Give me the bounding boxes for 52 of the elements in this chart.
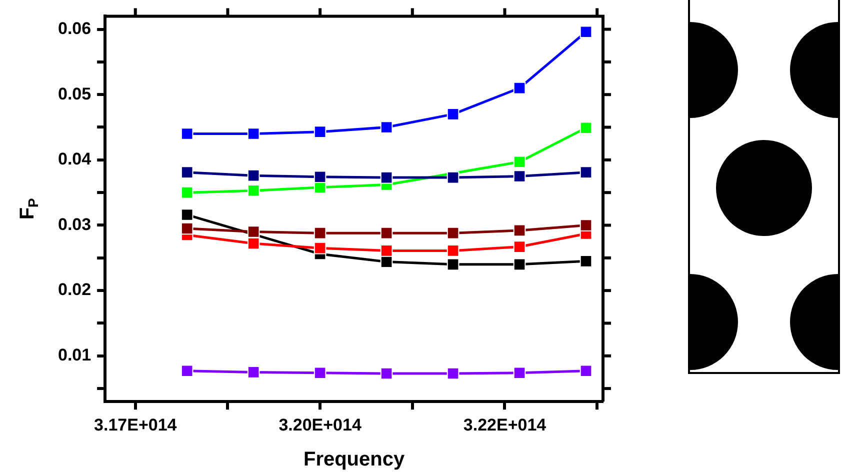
x-axis-title: Frequency bbox=[303, 448, 406, 471]
point bbox=[180, 222, 194, 235]
x-tick-label: 3.20E+014 bbox=[278, 415, 362, 434]
point bbox=[180, 364, 194, 378]
point bbox=[513, 156, 526, 168]
y-tick-label: 0.02 bbox=[58, 280, 92, 300]
point bbox=[580, 219, 592, 232]
point bbox=[314, 226, 326, 240]
point bbox=[180, 166, 194, 178]
point bbox=[314, 170, 326, 184]
x-tick-label: 3.22E+014 bbox=[463, 415, 547, 434]
point bbox=[446, 226, 460, 240]
y-tick-label: 0.06 bbox=[58, 18, 92, 38]
point bbox=[446, 244, 460, 257]
point bbox=[380, 244, 393, 257]
point bbox=[580, 255, 592, 268]
point bbox=[247, 128, 260, 140]
point bbox=[513, 170, 526, 182]
point bbox=[380, 171, 393, 184]
point bbox=[247, 226, 260, 238]
point bbox=[580, 166, 592, 178]
point bbox=[247, 169, 260, 182]
point bbox=[180, 128, 194, 140]
point bbox=[314, 242, 326, 254]
point bbox=[580, 364, 592, 378]
y-tick-label: 0.03 bbox=[58, 214, 92, 234]
point bbox=[314, 126, 326, 138]
point bbox=[380, 367, 393, 380]
point bbox=[513, 224, 526, 237]
point bbox=[247, 237, 260, 250]
point bbox=[580, 26, 592, 38]
point bbox=[446, 108, 460, 120]
point bbox=[180, 186, 194, 199]
y-tick-label: 0.04 bbox=[58, 150, 92, 169]
point bbox=[314, 366, 326, 380]
y-axis-title: FP bbox=[16, 198, 41, 220]
point bbox=[513, 82, 526, 94]
y-tick-label: 0.01 bbox=[58, 346, 92, 365]
y-tick-label: 0.05 bbox=[58, 84, 92, 104]
point bbox=[247, 184, 260, 197]
point bbox=[446, 367, 460, 380]
point bbox=[247, 366, 260, 378]
x-tick-label: 3.17E+014 bbox=[94, 415, 178, 434]
point bbox=[180, 208, 194, 221]
point bbox=[513, 240, 526, 253]
point bbox=[513, 258, 526, 271]
point bbox=[446, 171, 460, 184]
point bbox=[446, 258, 460, 271]
point bbox=[380, 226, 393, 240]
point bbox=[580, 122, 592, 134]
point bbox=[380, 121, 393, 134]
point bbox=[513, 366, 526, 380]
